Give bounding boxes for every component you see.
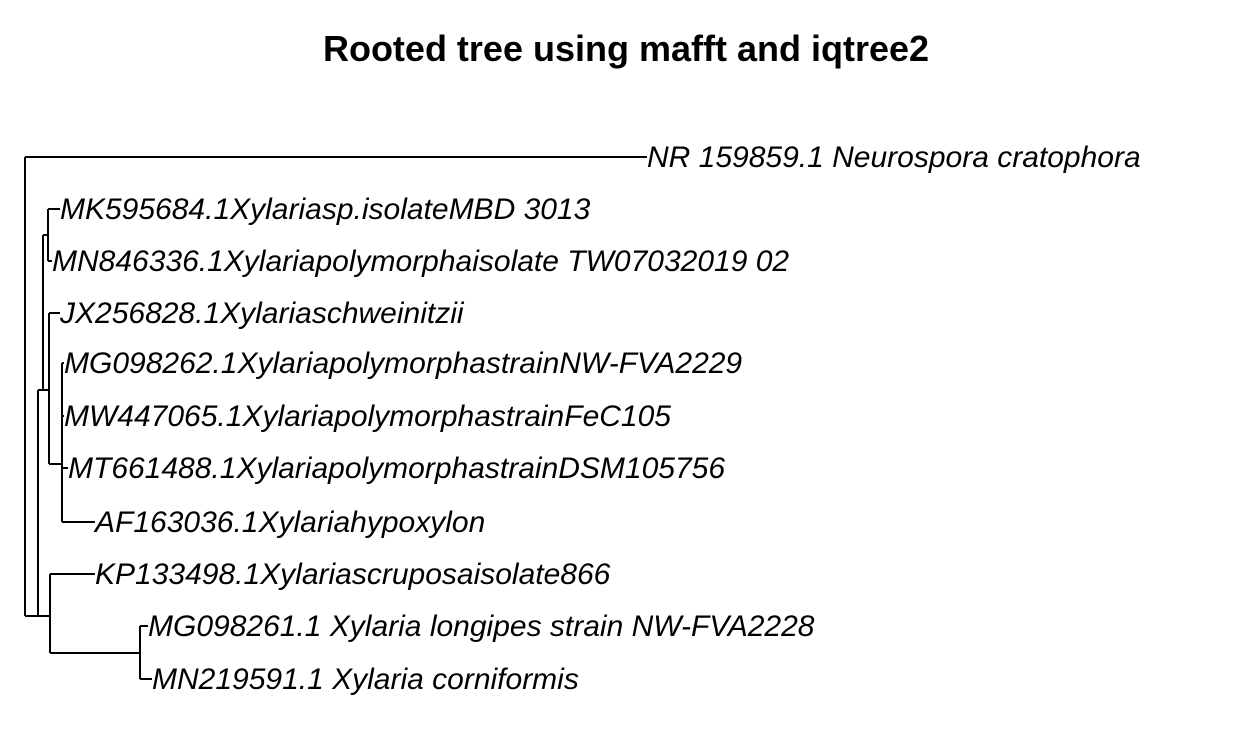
tree-title: Rooted tree using mafft and iqtree2 [322,28,930,69]
tip-label-mt661488: MT661488.1XylariapolymorphastrainDSM1057… [68,452,725,485]
tip-label-nr159859: NR 159859.1 Neurospora cratophora [647,141,1141,174]
tip-labels: NR 159859.1 Neurospora cratophora MK5956… [52,141,1141,696]
tip-label-kp133498: KP133498.1Xylariascruposaisolate866 [95,558,611,591]
tip-label-jx256828: JX256828.1Xylariaschweinitzii [59,297,465,330]
tip-label-af163036: AF163036.1Xylariahypoxylon [93,506,485,539]
tip-label-mn846336: MN846336.1Xylariapolymorphaisolate TW070… [52,245,789,278]
tip-label-mg098261: MG098261.1 Xylaria longipes strain NW-FV… [148,610,815,643]
tip-label-mk595684: MK595684.1Xylariasp.isolateMBD 3013 [60,193,591,226]
tip-label-mn219591: MN219591.1 Xylaria corniformis [152,663,579,696]
tree-branches [24,156,647,680]
tip-label-mg098262: MG098262.1XylariapolymorphastrainNW-FVA2… [64,347,742,380]
tip-label-mw447065: MW447065.1XylariapolymorphastrainFeC105 [64,400,671,433]
